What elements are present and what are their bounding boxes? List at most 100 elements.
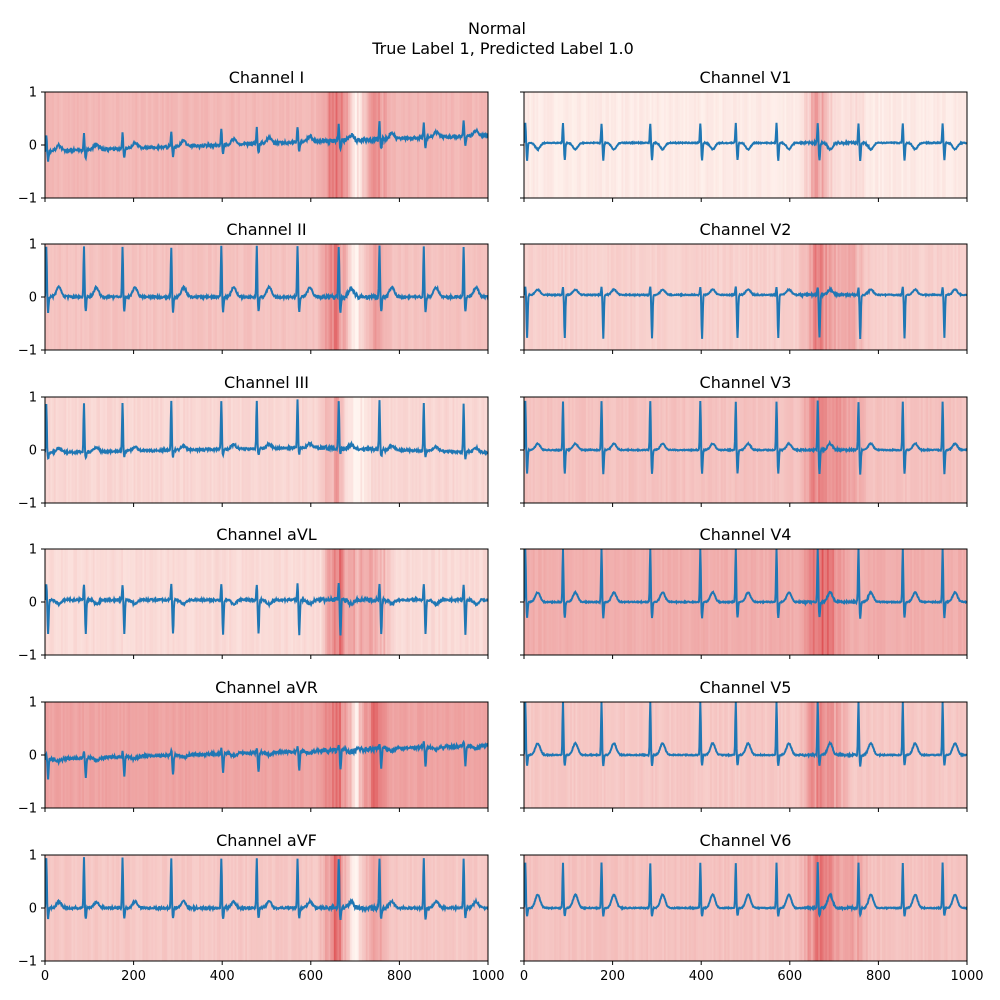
heat-cell — [454, 92, 457, 198]
heat-cell — [536, 244, 539, 350]
heat-cell — [578, 244, 582, 350]
heat-cell — [871, 855, 874, 961]
heat-cell — [561, 549, 564, 655]
ecg-panel: Channel III 1 0 −1 — [18, 373, 489, 512]
heat-cell — [289, 92, 292, 198]
heat-cell — [947, 244, 950, 350]
heat-cell — [183, 855, 186, 961]
heat-cell — [181, 397, 184, 503]
heat-cell — [482, 549, 486, 655]
heat-cell — [59, 702, 62, 808]
heat-cell — [573, 702, 576, 808]
heat-cell — [598, 244, 601, 350]
heat-cell — [853, 244, 856, 350]
heat-cell — [883, 92, 887, 198]
heat-cell — [625, 92, 628, 198]
heat-cell — [285, 92, 289, 198]
heat-cell — [312, 855, 315, 961]
heat-cell — [278, 549, 282, 655]
heat-cell — [786, 855, 789, 961]
heat-cell — [324, 702, 328, 808]
figure-title: Normal — [468, 19, 526, 38]
heat-cell — [663, 855, 667, 961]
heat-cell — [873, 549, 876, 655]
heat-cell — [899, 92, 903, 198]
heat-cell — [722, 244, 725, 350]
heat-cell — [57, 549, 60, 655]
heat-cell — [473, 855, 477, 961]
heat-cell — [135, 397, 138, 503]
heat-cell — [68, 549, 71, 655]
heat-cell — [621, 244, 624, 350]
heat-cell — [575, 397, 578, 503]
heat-cell — [316, 702, 319, 808]
heat-cell — [685, 92, 688, 198]
heat-cell — [183, 244, 186, 350]
heat-cell — [179, 397, 183, 503]
heat-cell — [715, 855, 718, 961]
y-tick-label: −1 — [18, 955, 37, 970]
heat-cell — [73, 92, 76, 198]
heat-cell — [330, 92, 333, 198]
heat-cell — [844, 92, 848, 198]
heat-cell — [869, 244, 872, 350]
panel-title: Channel III — [224, 373, 309, 392]
heat-cell — [773, 92, 777, 198]
x-tick-label: 600 — [298, 969, 323, 984]
heat-cell — [477, 244, 480, 350]
heat-cell — [788, 702, 791, 808]
heat-cell — [789, 855, 793, 961]
heat-cell — [919, 244, 922, 350]
heat-cell — [96, 397, 99, 503]
heat-cell — [926, 244, 929, 350]
heat-cell — [663, 549, 667, 655]
heat-cell — [617, 855, 621, 961]
panel-title: Channel aVL — [216, 525, 317, 544]
heat-cell — [651, 397, 654, 503]
heat-cell — [782, 244, 786, 350]
heat-cell — [415, 92, 418, 198]
heat-cell — [704, 92, 708, 198]
heat-cell — [266, 855, 269, 961]
heat-cell — [655, 244, 658, 350]
heat-cell — [466, 549, 470, 655]
heat-cell — [612, 855, 615, 961]
heat-cell — [545, 92, 548, 198]
heat-cell — [362, 92, 365, 198]
heat-cell — [408, 549, 411, 655]
heat-cell — [802, 92, 805, 198]
heat-cell — [456, 549, 459, 655]
heat-cell — [227, 549, 230, 655]
heat-cell — [142, 92, 145, 198]
heat-cell — [780, 244, 784, 350]
heat-cell — [825, 244, 828, 350]
heat-cell — [570, 397, 573, 503]
heat-cell — [278, 702, 282, 808]
heat-cell — [539, 855, 543, 961]
heat-cell — [401, 549, 404, 655]
heat-cell — [547, 244, 550, 350]
heat-cell — [317, 397, 321, 503]
heat-cell — [917, 855, 920, 961]
heat-cell — [137, 855, 140, 961]
heat-cell — [231, 397, 234, 503]
heat-cell — [663, 244, 667, 350]
heat-cell — [745, 244, 748, 350]
heat-cell — [616, 549, 619, 655]
heat-cell — [708, 397, 711, 503]
heat-cell — [867, 855, 871, 961]
heat-cell — [538, 549, 541, 655]
heat-cell — [963, 92, 966, 198]
heat-cell — [777, 244, 780, 350]
heat-cell — [614, 549, 617, 655]
heat-cell — [94, 702, 97, 808]
heat-cell — [82, 549, 85, 655]
heat-cell — [913, 244, 917, 350]
heat-cell — [747, 244, 750, 350]
heat-cell — [46, 92, 50, 198]
heat-cell — [394, 702, 397, 808]
heat-cell — [321, 397, 324, 503]
heat-cell — [550, 92, 553, 198]
